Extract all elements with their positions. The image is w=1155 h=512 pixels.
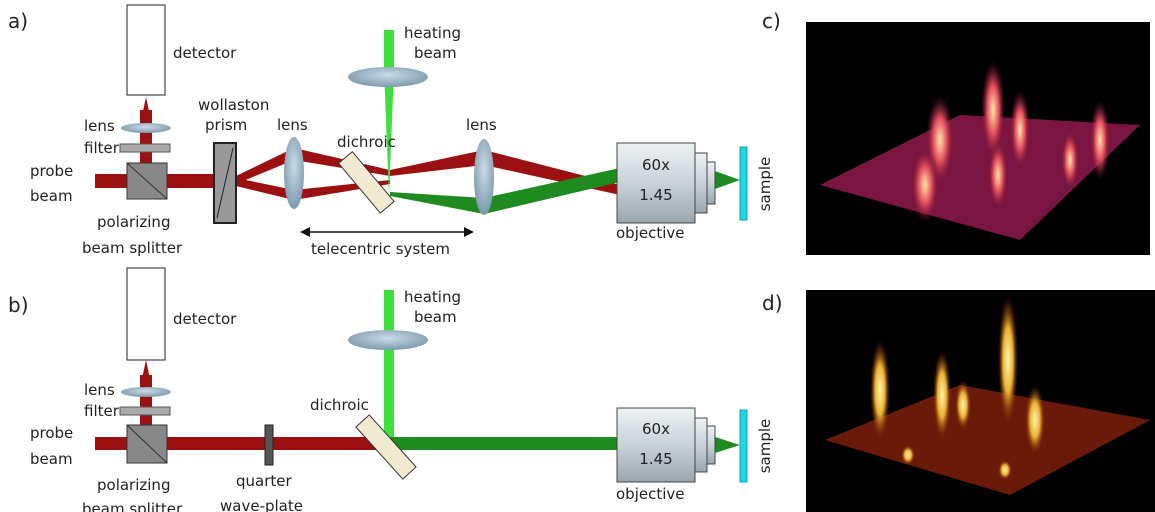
peak bbox=[1010, 90, 1030, 170]
label: polarizing bbox=[97, 476, 170, 494]
detector-box bbox=[127, 5, 165, 95]
wave-plate bbox=[265, 425, 273, 465]
label: objective bbox=[616, 224, 685, 242]
peak bbox=[1061, 130, 1079, 190]
lens bbox=[284, 137, 304, 209]
label: objective bbox=[616, 485, 685, 503]
green-beam bbox=[712, 170, 740, 190]
peak bbox=[933, 350, 951, 440]
label: 1.45 bbox=[639, 186, 672, 204]
green-beam bbox=[390, 192, 484, 214]
label: wave-plate bbox=[220, 497, 303, 512]
lens bbox=[121, 123, 171, 133]
label: 60x bbox=[642, 156, 670, 174]
panel-label: d) bbox=[762, 291, 783, 315]
figure: a) detector lens filter wollaston prism … bbox=[0, 0, 1155, 512]
objective bbox=[617, 143, 695, 223]
label: dichroic bbox=[310, 396, 369, 414]
peak bbox=[911, 147, 939, 223]
label: lens bbox=[84, 381, 115, 399]
arrowhead bbox=[464, 227, 474, 237]
green-beam bbox=[712, 436, 740, 454]
label: sample bbox=[756, 419, 774, 474]
label: quarter bbox=[236, 472, 292, 490]
arrowhead bbox=[300, 227, 310, 237]
label: detector bbox=[173, 44, 237, 62]
panel-c: c) bbox=[762, 9, 1150, 255]
objective-step bbox=[707, 162, 715, 204]
label: probe bbox=[30, 162, 73, 180]
label: filter bbox=[84, 402, 120, 420]
panel-label: c) bbox=[762, 9, 781, 33]
red-beam bbox=[390, 150, 484, 176]
label: filter bbox=[84, 139, 120, 157]
label: probe bbox=[30, 424, 73, 442]
label: lens bbox=[466, 116, 497, 134]
sample bbox=[740, 410, 747, 482]
panel-d: d) bbox=[762, 290, 1155, 512]
peak bbox=[870, 340, 890, 440]
label: 60x bbox=[642, 420, 670, 438]
detector-box bbox=[127, 268, 165, 360]
label: detector bbox=[173, 310, 237, 328]
peak bbox=[998, 295, 1018, 425]
panel-label: b) bbox=[8, 293, 29, 317]
peak bbox=[998, 460, 1012, 480]
lens bbox=[348, 67, 428, 87]
panel-label: a) bbox=[8, 9, 28, 33]
label: lens bbox=[277, 116, 308, 134]
label: beam splitter bbox=[82, 239, 183, 257]
label: sample bbox=[756, 157, 774, 212]
peak bbox=[955, 380, 971, 430]
label: polarizing bbox=[97, 213, 170, 231]
label: beam bbox=[414, 44, 457, 62]
peak bbox=[1025, 385, 1045, 455]
objective-step bbox=[695, 418, 707, 472]
lens bbox=[348, 330, 428, 350]
heating-beam bbox=[384, 290, 394, 440]
panel-a: a) detector lens filter wollaston prism … bbox=[8, 5, 774, 258]
label: telecentric system bbox=[311, 240, 450, 258]
peak bbox=[1090, 100, 1110, 180]
green-beam bbox=[390, 437, 620, 450]
label: heating bbox=[404, 24, 461, 42]
filter bbox=[120, 407, 170, 415]
label: beam splitter bbox=[82, 500, 183, 512]
label: beam bbox=[414, 308, 457, 326]
label: 1.45 bbox=[639, 450, 672, 468]
lens bbox=[121, 387, 171, 397]
heating-beam bbox=[384, 30, 394, 70]
sample bbox=[740, 147, 747, 220]
label: heating bbox=[404, 288, 461, 306]
label: lens bbox=[84, 117, 115, 135]
label: beam bbox=[30, 187, 73, 205]
objective-step bbox=[707, 426, 715, 464]
return-beam-tip bbox=[140, 360, 152, 388]
peak bbox=[988, 140, 1008, 210]
label: dichroic bbox=[337, 133, 396, 151]
lens bbox=[474, 139, 494, 215]
peak bbox=[901, 445, 915, 465]
filter bbox=[120, 144, 170, 152]
label: wollaston bbox=[198, 96, 269, 114]
panel-b: b) detector heating beam lens filter dic… bbox=[8, 268, 774, 512]
label: beam bbox=[30, 450, 73, 468]
objective-step bbox=[695, 153, 707, 213]
label: prism bbox=[205, 116, 247, 134]
